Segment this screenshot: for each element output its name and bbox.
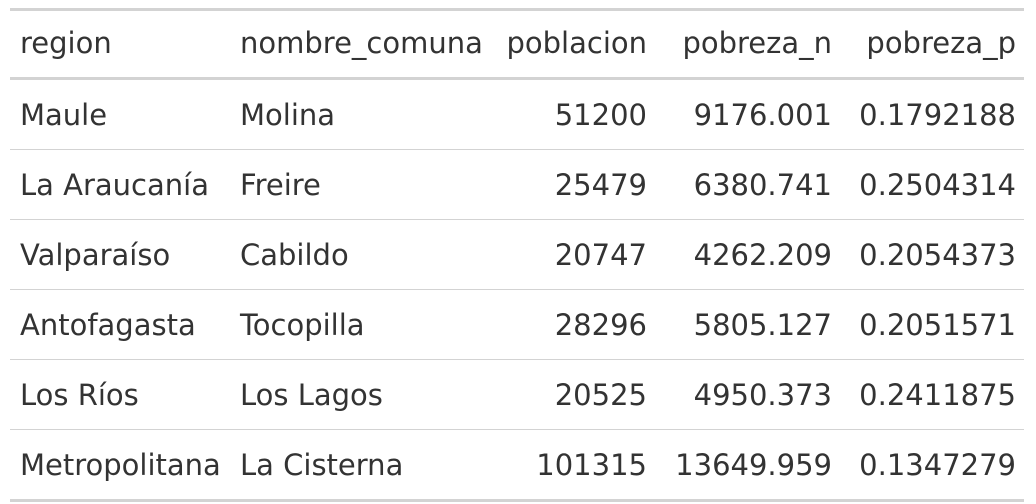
cell-pobreza-n: 6380.741 bbox=[655, 149, 840, 220]
cell-region: Los Ríos bbox=[10, 359, 230, 430]
cell-pobreza-p: 0.2411875 bbox=[840, 359, 1024, 430]
data-table: region nombre_comuna poblacion pobreza_n pob… bbox=[10, 8, 1024, 502]
cell-pobreza-n: 13649.959 bbox=[675, 447, 832, 482]
column-header-poblacion: poblacion bbox=[495, 9, 655, 80]
cell-nombre-comuna: Los Lagos bbox=[230, 359, 495, 430]
table-body: Maule Molina 51200 9176.001 0.1792188 La Arau… bbox=[10, 78, 1024, 501]
cell-pobreza-n: 4262.209 bbox=[655, 219, 840, 290]
cell-region: La Araucanía bbox=[10, 149, 230, 220]
cell-poblacion: 28296 bbox=[495, 289, 655, 360]
cell-region: Metropolitana bbox=[20, 447, 221, 482]
cell-poblacion: 25479 bbox=[495, 149, 655, 220]
cell-poblacion: 20525 bbox=[495, 359, 655, 430]
table-row: Antofagasta Tocopilla 28296 5805.127 0.20515… bbox=[10, 289, 1024, 360]
table-header: region nombre_comuna poblacion pobreza_n pob… bbox=[10, 9, 1024, 80]
cell-pobreza-n: 5805.127 bbox=[655, 289, 840, 360]
cell-nombre-comuna: Cabildo bbox=[230, 219, 495, 290]
cell-pobreza-p: 0.2054373 bbox=[840, 219, 1024, 290]
table-row: Metropolitana La Cisterna 101315 13649.959 0… bbox=[10, 430, 1024, 501]
cell-region: Maule bbox=[10, 78, 230, 150]
cell-pobreza-p: 0.2051571 bbox=[840, 289, 1024, 360]
cell-pobreza-n: 4950.373 bbox=[655, 359, 840, 430]
cell-pobreza-p: 0.1792188 bbox=[840, 78, 1024, 150]
table-row: La Araucanía Freire 25479 6380.741 0.2504314 bbox=[10, 149, 1024, 220]
cell-poblacion: 101315 bbox=[536, 447, 647, 482]
cell-nombre-comuna: Molina bbox=[230, 78, 495, 150]
table-row: Valparaíso Cabildo 20747 4262.209 0.2054373 bbox=[10, 219, 1024, 290]
cell-poblacion: 20747 bbox=[495, 219, 655, 290]
cell-pobreza-p: 0.2504314 bbox=[840, 149, 1024, 220]
header-row: region nombre_comuna poblacion pobreza_n pob… bbox=[10, 9, 1024, 80]
cell-region: Antofagasta bbox=[10, 289, 230, 360]
cell-nombre-comuna: La Cisterna bbox=[240, 447, 404, 482]
table-row: Maule Molina 51200 9176.001 0.1792188 bbox=[10, 78, 1024, 150]
table-row: Los Ríos Los Lagos 20525 4950.373 0.2411875 bbox=[10, 359, 1024, 430]
data-table-container: region nombre_comuna poblacion pobreza_n pob… bbox=[10, 8, 1024, 502]
cell-nombre-comuna: Freire bbox=[230, 149, 495, 220]
cell-pobreza-p: 0.1347279 bbox=[859, 447, 1016, 482]
cell-region: Valparaíso bbox=[10, 219, 230, 290]
column-header-pobreza-n: pobreza_n bbox=[655, 9, 840, 80]
column-header-nombre-comuna: nombre_comuna bbox=[230, 9, 495, 80]
column-header-pobreza-p: pobreza_p bbox=[840, 9, 1024, 80]
cell-poblacion: 51200 bbox=[495, 78, 655, 150]
cell-nombre-comuna: Tocopilla bbox=[230, 289, 495, 360]
column-header-region: region bbox=[10, 9, 230, 80]
cell-pobreza-n: 9176.001 bbox=[655, 78, 840, 150]
